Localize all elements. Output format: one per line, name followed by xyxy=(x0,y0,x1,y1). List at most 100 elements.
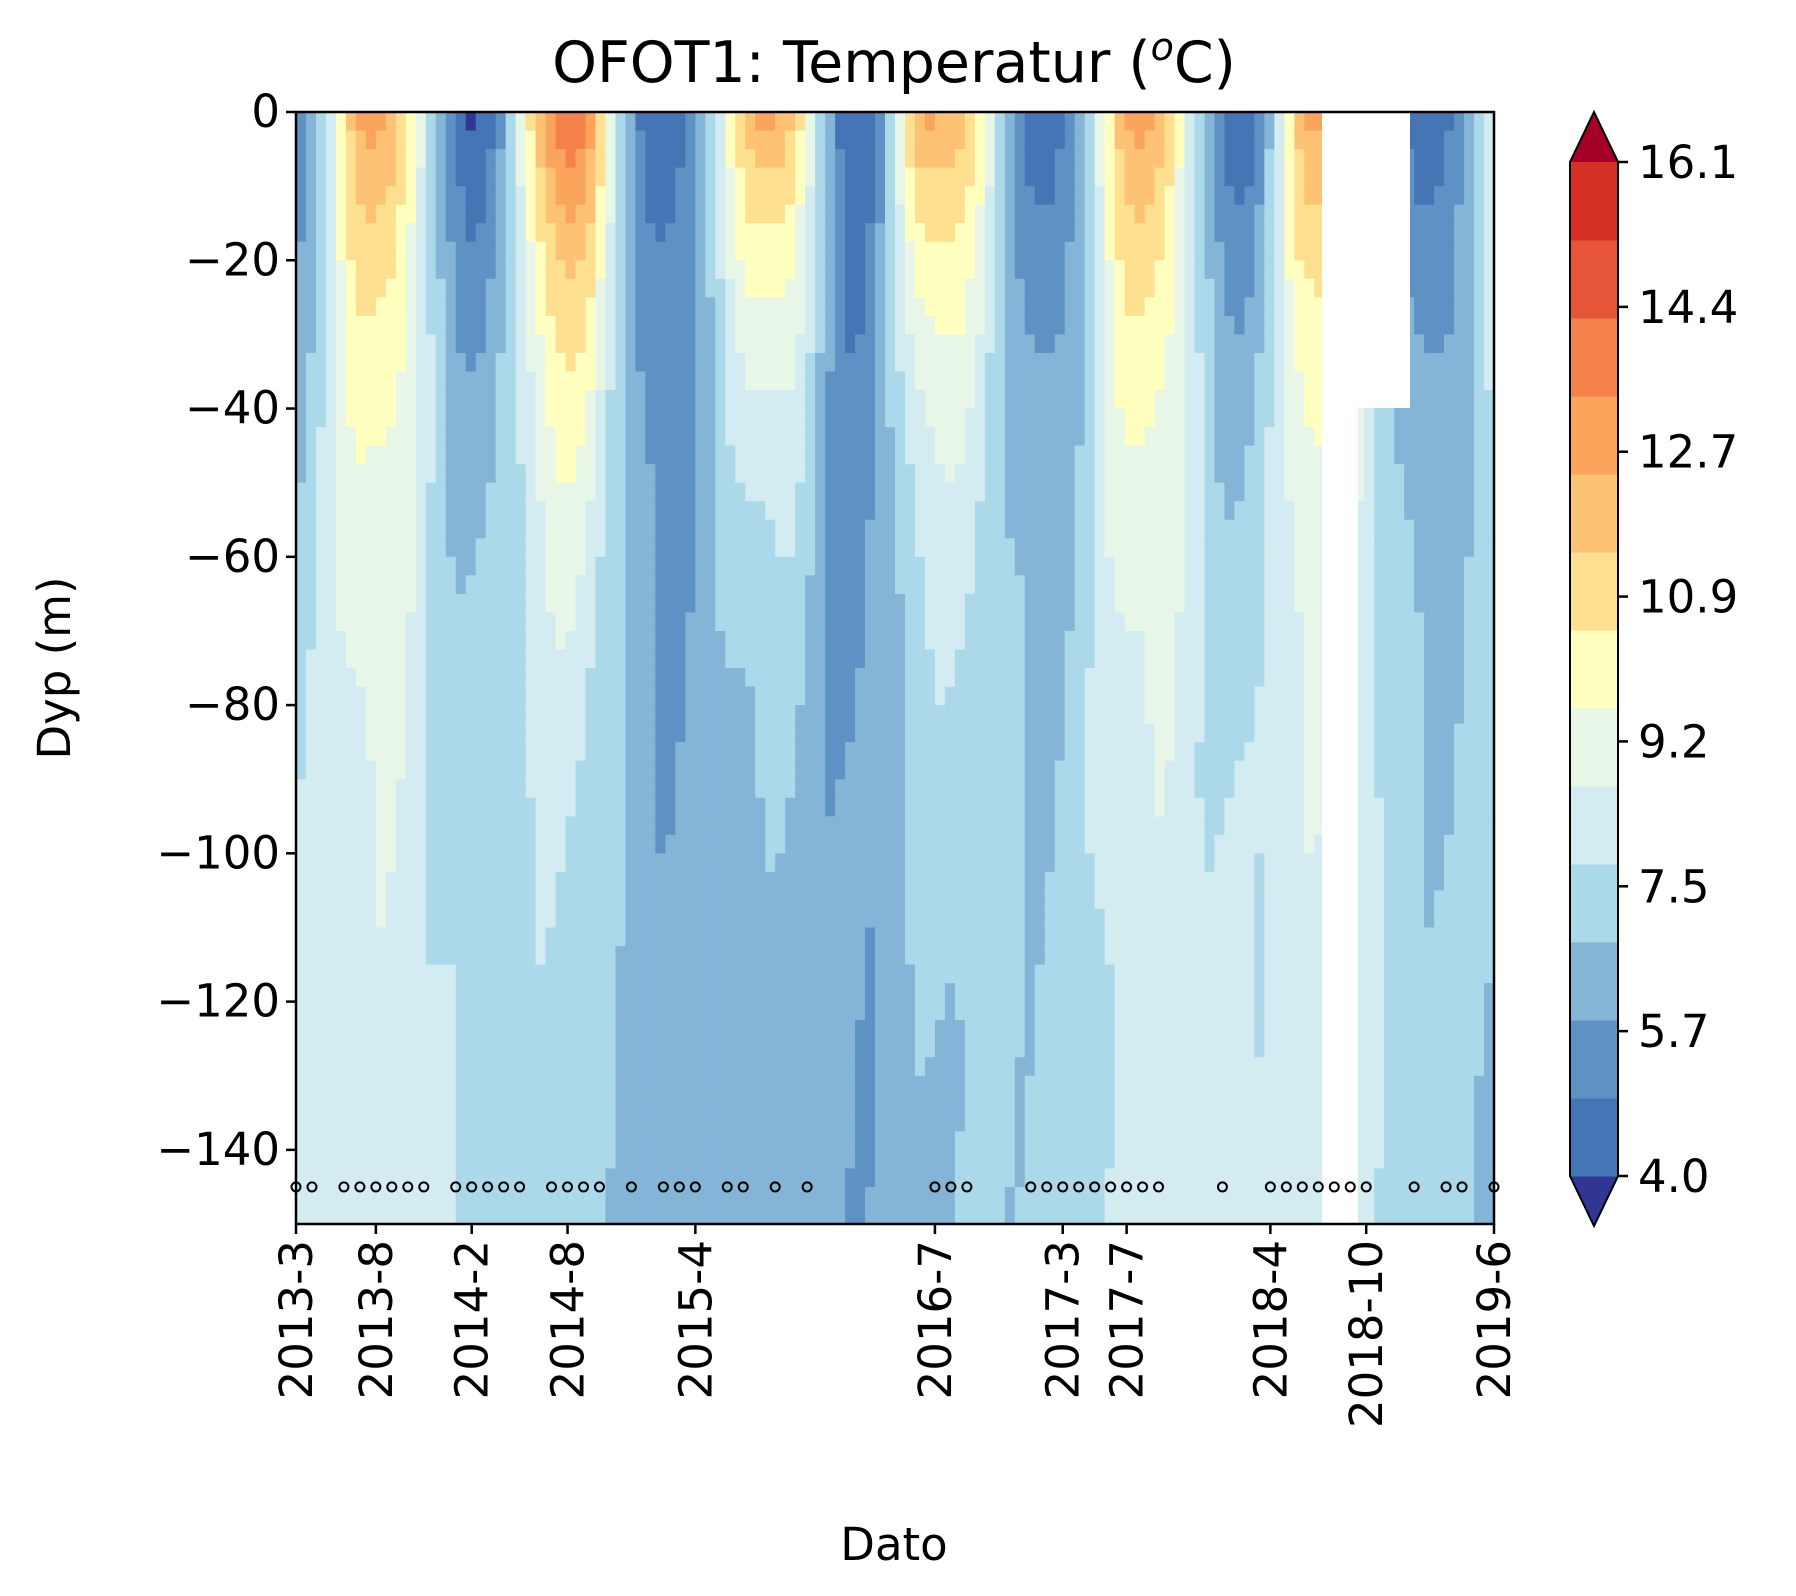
contour-cell xyxy=(585,890,597,910)
contour-cell xyxy=(845,1020,856,1040)
contour-cell xyxy=(415,334,427,354)
contour-cell xyxy=(585,1057,597,1077)
contour-cell xyxy=(695,723,706,743)
contour-cell xyxy=(1064,742,1076,762)
contour-cell xyxy=(465,1038,477,1058)
contour-cell xyxy=(705,1112,716,1132)
contour-cell xyxy=(485,241,497,261)
contour-cell xyxy=(1084,260,1096,280)
contour-cell xyxy=(944,1186,956,1207)
contour-cell xyxy=(795,668,806,688)
contour-cell xyxy=(1124,149,1136,169)
contour-cell xyxy=(475,1020,487,1040)
contour-cell xyxy=(675,223,686,243)
contour-cell xyxy=(865,779,876,799)
contour-cell xyxy=(625,705,637,725)
contour-cell xyxy=(964,464,976,484)
contour-cell xyxy=(695,1020,706,1040)
contour-cell xyxy=(895,204,906,224)
contour-cell xyxy=(595,1057,607,1077)
contour-cell xyxy=(1074,983,1086,1003)
contour-cell xyxy=(635,1020,647,1040)
contour-cell xyxy=(924,186,936,206)
contour-cell xyxy=(365,723,377,743)
contour-cell xyxy=(315,1038,327,1058)
contour-cell xyxy=(1024,816,1036,836)
contour-cell xyxy=(865,1131,876,1151)
contour-cell xyxy=(984,1205,996,1224)
contour-cell xyxy=(535,519,547,539)
contour-cell xyxy=(705,464,716,484)
contour-cell xyxy=(555,964,567,984)
contour-cell xyxy=(974,890,986,910)
contour-cell xyxy=(355,1057,367,1077)
contour-cell xyxy=(585,352,597,373)
contour-cell xyxy=(885,1168,896,1188)
contour-cell xyxy=(994,297,1006,317)
contour-cell xyxy=(1054,204,1066,224)
contour-cell xyxy=(765,186,776,206)
contour-cell xyxy=(885,668,896,688)
contour-cell xyxy=(635,241,647,261)
contour-cell xyxy=(505,816,517,836)
contour-cell xyxy=(565,760,577,780)
contour-cell xyxy=(934,742,946,762)
contour-cell xyxy=(964,352,976,373)
contour-cell xyxy=(765,890,776,910)
contour-cell xyxy=(845,927,856,947)
contour-cell xyxy=(1084,1112,1096,1132)
contour-cell xyxy=(865,427,876,447)
contour-cell xyxy=(1004,797,1016,817)
contour-cell xyxy=(865,1186,876,1207)
contour-cell xyxy=(375,371,387,391)
contour-cell xyxy=(385,630,397,651)
contour-cell xyxy=(645,371,656,391)
contour-cell xyxy=(505,908,517,929)
contour-cell xyxy=(765,723,776,743)
contour-cell xyxy=(615,538,627,558)
contour-cell xyxy=(1094,1131,1106,1151)
contour-cell xyxy=(405,297,417,317)
contour-cell xyxy=(645,297,656,317)
contour-cell xyxy=(904,371,916,391)
contour-cell xyxy=(1064,890,1076,910)
contour-cell xyxy=(825,797,836,817)
contour-cell xyxy=(405,816,417,836)
contour-cell xyxy=(974,927,986,947)
contour-cell xyxy=(655,427,666,447)
contour-cell xyxy=(755,1205,766,1224)
contour-cell xyxy=(735,797,746,817)
contour-cell xyxy=(555,1001,567,1021)
contour-cell xyxy=(535,1131,547,1151)
contour-cell xyxy=(964,112,976,132)
contour-cell xyxy=(555,575,567,595)
contour-cell xyxy=(535,908,547,929)
contour-cell xyxy=(934,1020,946,1040)
contour-cell xyxy=(1044,1131,1056,1151)
contour-cell xyxy=(785,853,796,873)
contour-cell xyxy=(385,1205,397,1224)
contour-cell xyxy=(785,871,796,891)
contour-cell xyxy=(954,167,966,187)
contour-cell xyxy=(585,556,597,576)
contour-cell xyxy=(994,742,1006,762)
contour-cell xyxy=(885,538,896,558)
contour-cell xyxy=(924,705,936,725)
contour-cell xyxy=(934,130,946,150)
contour-cell xyxy=(355,260,367,280)
contour-cell xyxy=(525,575,537,595)
contour-cell xyxy=(1054,686,1066,706)
contour-cell xyxy=(1084,1205,1096,1224)
contour-cell xyxy=(435,1149,447,1169)
contour-cell xyxy=(305,575,317,595)
contour-cell xyxy=(1074,112,1086,132)
contour-cell xyxy=(365,1094,377,1114)
contour-cell xyxy=(405,705,417,725)
contour-cell xyxy=(435,760,447,780)
contour-cell xyxy=(924,668,936,688)
contour-cell xyxy=(375,742,387,762)
contour-cell xyxy=(455,130,467,150)
contour-cell xyxy=(1074,1020,1086,1040)
contour-cell xyxy=(385,297,397,317)
contour-cell xyxy=(825,705,836,725)
